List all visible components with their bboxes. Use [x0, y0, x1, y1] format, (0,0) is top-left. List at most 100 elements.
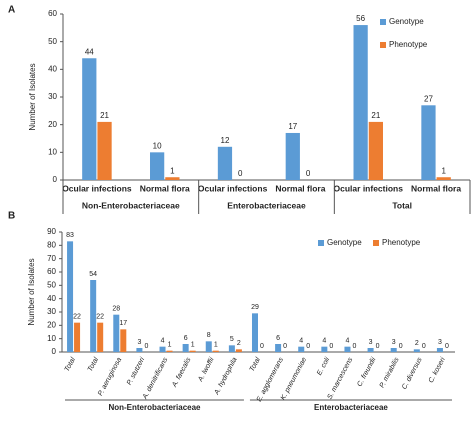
bar [74, 322, 81, 352]
group-label: Non-Enterobacteriaceae [82, 200, 180, 210]
x-tick-label: A. lwoffii [197, 356, 216, 384]
data-label: 4 [346, 338, 350, 345]
data-label: 0 [306, 169, 311, 178]
bar [367, 348, 374, 352]
y-tick-label: 70 [47, 254, 56, 263]
bar [82, 58, 97, 181]
data-label: 17 [288, 122, 297, 131]
bar [67, 241, 74, 352]
y-tick-label: 60 [47, 267, 56, 276]
data-label: 17 [119, 320, 127, 327]
data-label: 0 [422, 343, 426, 350]
data-label: 29 [251, 304, 259, 311]
bar [120, 329, 127, 352]
bar [368, 121, 383, 180]
legend-label: Genotype [327, 238, 362, 247]
data-label: 0 [260, 343, 264, 350]
y-tick-label: 50 [47, 280, 56, 289]
data-label: 0 [283, 343, 287, 350]
data-label: 1 [170, 166, 175, 175]
bar [113, 314, 120, 352]
bar [251, 313, 258, 352]
x-tick-label: Ocular infections [198, 183, 268, 193]
data-label: 3 [392, 339, 396, 346]
data-label: 0 [399, 343, 403, 350]
y-tick-label: 30 [48, 92, 57, 101]
legend-swatch [380, 42, 386, 48]
bar [436, 348, 443, 352]
data-label: 4 [161, 338, 165, 345]
legend-label: Phenotype [382, 238, 421, 247]
data-label: 21 [371, 111, 380, 120]
group-label: Non-Enterobacteriaceae [108, 403, 201, 412]
bar [285, 132, 300, 180]
data-label: 0 [353, 343, 357, 350]
data-label: 0 [376, 343, 380, 350]
data-label: 6 [184, 335, 188, 342]
x-tick-label: Total [87, 356, 100, 373]
y-tick-label: 0 [53, 175, 58, 184]
y-tick-label: 50 [48, 37, 57, 46]
data-label: 1 [441, 166, 446, 175]
bar [390, 348, 397, 352]
x-tick-label: Ocular infections [334, 183, 404, 193]
data-label: 2 [237, 340, 241, 347]
data-label: 5 [230, 336, 234, 343]
data-label: 1 [214, 342, 218, 349]
data-label: 0 [329, 343, 333, 350]
y-tick-label: 40 [48, 64, 57, 73]
data-label: 1 [191, 342, 195, 349]
x-tick-label: C. diversus [401, 356, 424, 391]
legend-swatch [380, 19, 386, 25]
x-tick-label: P. stutzeri [126, 356, 147, 386]
bar [421, 105, 436, 180]
legend-swatch [318, 240, 324, 246]
data-label: 21 [100, 111, 109, 120]
panel-label: A [8, 5, 15, 16]
data-label: 22 [96, 314, 104, 321]
bar [182, 344, 189, 352]
x-tick-label: P. aeruginosa [97, 356, 123, 397]
bar [150, 152, 165, 180]
data-label: 3 [137, 339, 141, 346]
data-label: 1 [168, 342, 172, 349]
data-label: 0 [144, 343, 148, 350]
bar [205, 341, 212, 352]
x-tick-label: Ocular infections [62, 183, 132, 193]
data-label: 0 [306, 343, 310, 350]
data-label: 6 [276, 335, 280, 342]
data-label: 2 [415, 340, 419, 347]
y-tick-label: 30 [47, 307, 56, 316]
bar [228, 345, 235, 352]
x-tick-label: A. denitrificans [141, 356, 169, 401]
data-label: 54 [89, 271, 97, 278]
x-tick-label: Normal flora [140, 183, 190, 193]
y-tick-label: 10 [47, 334, 56, 343]
bar [413, 349, 420, 352]
y-tick-label: 10 [48, 147, 57, 156]
x-tick-label: Normal flora [275, 183, 325, 193]
bar [217, 146, 233, 180]
data-label: 3 [369, 339, 373, 346]
y-axis-label: Number of Isolates [27, 258, 36, 325]
bar [321, 346, 328, 352]
x-tick-label: A. faecalis [171, 356, 193, 389]
legend-label: Phenotype [389, 40, 428, 49]
x-tick-label: A. hydrophila [213, 356, 239, 396]
bar [436, 177, 451, 180]
x-tick-label: S. marcescens [326, 356, 354, 401]
data-label: 3 [438, 339, 442, 346]
y-tick-label: 60 [48, 9, 57, 18]
data-label: 0 [445, 343, 449, 350]
bar [97, 322, 104, 352]
x-tick-label: C. freundii [356, 356, 377, 388]
data-label: 0 [238, 169, 243, 178]
data-label: 4 [322, 338, 326, 345]
panel-label: B [8, 211, 15, 222]
y-tick-label: 40 [47, 294, 56, 303]
data-label: 83 [66, 232, 74, 239]
bar [298, 346, 305, 352]
bar [344, 346, 351, 352]
bar [235, 349, 242, 352]
